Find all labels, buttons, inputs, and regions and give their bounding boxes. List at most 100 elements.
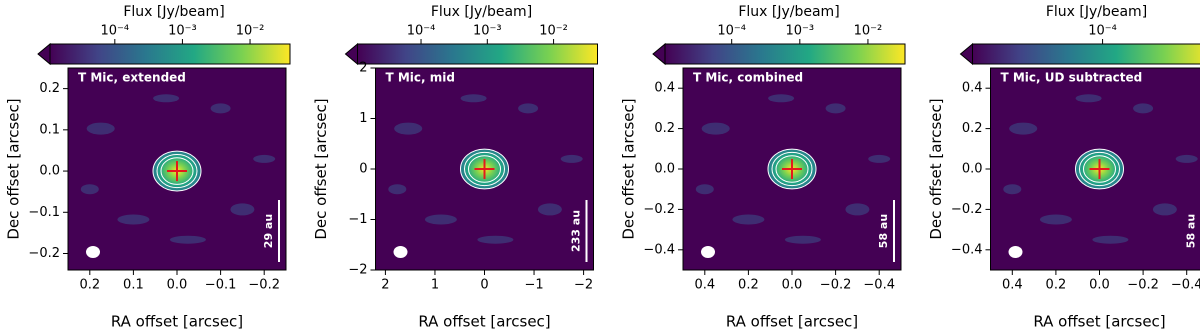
noise-blob [537,203,562,216]
x-tick-label: 0.4 [694,278,715,293]
x-tick-label: 0.2 [79,278,100,293]
x-tick-label: 0.0 [1089,278,1110,293]
noise-blob [825,103,846,114]
noise-blob [230,203,255,216]
y-tick-label: 1 [359,111,367,126]
y-tick-label: 0.2 [962,121,983,136]
colorbar-label: Flux [Jy/beam] [1046,4,1147,20]
noise-blob [460,94,487,103]
noise-blob [210,103,231,114]
colorbar-tick-label: 10⁻⁴ [1088,24,1117,39]
y-tick-label: 0 [359,162,367,177]
contour [1079,151,1120,187]
y-axis-label: Dec offset [arcsec] [5,98,23,239]
colorbar-extend [37,42,51,66]
noise-blob [768,94,795,103]
noise-blob [695,184,714,195]
noise-blob [1152,203,1177,216]
x-tick-label: −0.1 [205,278,237,293]
image-noise [388,94,583,244]
colorbar [357,43,598,65]
colorbar-label: Flux [Jy/beam] [431,4,532,20]
scale-bar-label: 58 au [1185,214,1198,248]
x-tick-label: 0 [480,278,488,293]
colorbar [972,43,1200,65]
colorbar-tick-label: 10⁻⁴ [717,24,746,39]
noise-blob [868,154,891,163]
x-tick-label: −0.2 [820,278,852,293]
noise-blob [1092,235,1129,244]
beam [393,246,408,258]
y-axis-label: Dec offset [arcsec] [312,98,330,239]
scale-bar-label: 58 au [877,214,890,248]
x-axis-label: RA offset [arcsec] [1033,313,1165,331]
x-tick-label: 0.2 [738,278,759,293]
noise-blob [477,235,514,244]
y-axis-label: Dec offset [arcsec] [620,98,638,239]
beam [86,246,100,258]
colorbar [664,43,906,65]
y-tick-label: 0.4 [654,81,675,96]
image-noise [80,94,276,244]
panel-label: T Mic, mid [386,71,455,85]
noise-blob [784,235,821,244]
image-noise [695,94,891,244]
y-tick-label: −0.2 [28,246,60,261]
x-tick-label: −2 [574,278,593,293]
beam [1008,246,1023,258]
x-tick-label: 0.4 [1002,278,1023,293]
noise-blob [153,94,180,103]
colorbar-extend [344,42,358,66]
contour [771,151,813,187]
noise-blob [1009,122,1038,135]
y-tick-label: 0.4 [962,81,983,96]
beam [701,246,715,258]
contour [468,155,501,183]
x-tick-label: 2 [381,278,389,293]
y-tick-label: 0.0 [654,162,675,177]
colorbar-label: Flux [Jy/beam] [738,4,839,20]
contour [1075,148,1124,190]
y-tick-label: −1 [348,212,367,227]
x-tick-label: 0.0 [782,278,803,293]
y-tick-label: 0.0 [39,164,60,179]
contour [1083,155,1116,183]
y-tick-label: 0.1 [39,122,60,137]
y-tick-label: 0.0 [962,162,983,177]
colorbar-tick-label: 10⁻³ [168,24,197,39]
x-tick-label: −0.2 [1127,278,1159,293]
noise-blob [394,122,423,135]
colorbar-tick-label: 10⁻² [539,24,568,39]
colorbar-extend [959,42,973,66]
panel-label: T Mic, combined [693,71,803,85]
colorbar-tick-label: 10⁻³ [785,24,814,39]
x-tick-label: −0.4 [863,278,895,293]
y-axis-label: Dec offset [arcsec] [927,98,945,239]
y-tick-label: −0.1 [28,205,60,220]
colorbar-tick-label: 10⁻³ [473,24,502,39]
colorbar-tick-label: 10⁻² [854,24,883,39]
y-tick-label: −2 [348,263,367,278]
noise-blob [732,214,765,225]
x-tick-label: 0.2 [1046,278,1067,293]
noise-blob [80,184,99,195]
contour [152,150,202,192]
noise-blob [701,122,730,135]
scale-bar-label: 233 au [570,210,583,252]
contour [156,153,198,189]
noise-blob [86,122,115,135]
colorbar [49,43,291,65]
noise-blob [1039,214,1072,225]
noise-blob [518,103,539,114]
x-tick-label: 0.0 [167,278,188,293]
x-tick-label: 1 [431,278,439,293]
noise-blob [1133,103,1154,114]
contour [460,148,509,190]
colorbar-tick-label: 10⁻² [236,24,265,39]
noise-blob [388,184,407,195]
y-tick-label: −0.4 [643,242,675,257]
colorbar-label: Flux [Jy/beam] [123,4,224,20]
noise-blob [1175,154,1198,163]
y-tick-label: −0.4 [951,242,983,257]
